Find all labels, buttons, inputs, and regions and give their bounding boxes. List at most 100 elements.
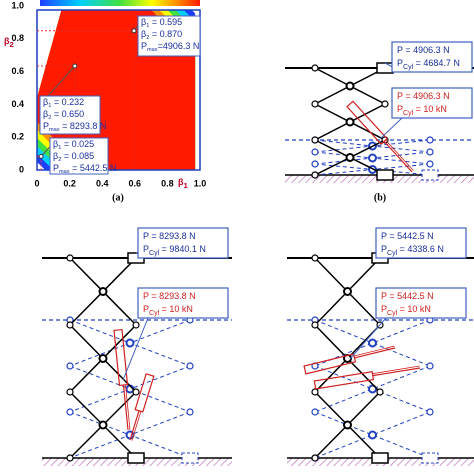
pointer xyxy=(122,317,149,381)
subscript: Cyl xyxy=(387,310,398,317)
subscript: 2 xyxy=(48,115,51,121)
pointer xyxy=(47,65,76,97)
cylinder-rod xyxy=(125,384,131,430)
label-line: PCyl = 4338.6 N xyxy=(381,244,444,256)
cylinder xyxy=(303,345,396,375)
slider xyxy=(421,169,439,181)
plot-frame xyxy=(36,9,201,171)
cylinder-body xyxy=(313,371,375,390)
joint xyxy=(311,136,319,144)
joint xyxy=(125,338,135,348)
cylinder-rod xyxy=(385,139,414,171)
symbol: P xyxy=(141,41,147,51)
value: = 10 kN xyxy=(413,104,447,114)
label-line: β2 = 0.085 xyxy=(53,151,94,163)
label-line: PCyl = 10 kN xyxy=(397,104,447,116)
subscript: 2 xyxy=(146,35,149,41)
symbol: β xyxy=(178,177,184,187)
joint xyxy=(368,430,377,440)
symbol: P xyxy=(397,91,403,101)
joint xyxy=(381,100,389,108)
value: = 5442.5 N xyxy=(387,291,434,301)
joint xyxy=(311,171,319,179)
symbol: P xyxy=(397,58,403,68)
joint xyxy=(311,388,319,396)
label-line: β1 xyxy=(178,177,189,190)
joint xyxy=(66,254,74,262)
y-tick-label: 0.6 xyxy=(11,66,24,76)
cylinder-rod xyxy=(122,384,129,431)
label-line: β1 = 0.595 xyxy=(141,17,182,29)
colorbar xyxy=(40,0,200,6)
symbol: P xyxy=(143,291,149,301)
pointer xyxy=(349,317,387,360)
label-line: β1 = 0.232 xyxy=(43,97,84,109)
value: = 10 kN xyxy=(397,304,431,314)
annotation-box xyxy=(137,15,201,57)
joint xyxy=(345,117,355,127)
joint xyxy=(343,287,352,296)
label-line: PCyl = 10 kN xyxy=(143,304,193,316)
joint xyxy=(345,153,355,162)
slider xyxy=(181,452,199,464)
joint xyxy=(368,384,377,394)
subscript: max xyxy=(59,169,70,175)
callout-box xyxy=(375,227,467,259)
value: = 4338.6 N xyxy=(397,244,444,254)
label-line: P = 4906.3 N xyxy=(397,91,450,101)
cylinder-rod xyxy=(353,345,395,357)
symbol: β xyxy=(141,17,146,27)
y-tick-label: 0.4 xyxy=(11,99,24,109)
label-line: PCyl = 9840.1 N xyxy=(143,244,206,256)
cylinder-rod xyxy=(383,140,413,173)
x-tick-label: 0.8 xyxy=(161,178,174,188)
x-tick-label: 1.0 xyxy=(194,178,207,188)
joint xyxy=(311,454,319,462)
subscript: 1 xyxy=(146,23,149,29)
subscript: 1 xyxy=(48,103,51,109)
symbol: P xyxy=(143,231,149,241)
value: = 8293.8 N xyxy=(149,231,196,241)
value: = 0.595 xyxy=(149,17,182,27)
symbol: P xyxy=(381,244,387,254)
x-tick-label: 0 xyxy=(34,178,39,188)
value: = 10 kN xyxy=(159,304,193,314)
point xyxy=(72,63,78,69)
joint xyxy=(311,148,319,156)
symbol: β xyxy=(53,151,58,161)
callout-box xyxy=(391,87,473,119)
joint xyxy=(311,100,319,108)
callout-box xyxy=(137,227,229,259)
joint xyxy=(368,338,377,348)
joint xyxy=(343,420,352,430)
label-line: P = 8293.8 N xyxy=(143,291,196,301)
caption-b: (b) xyxy=(374,192,386,203)
cylinder-rod xyxy=(354,347,396,359)
joint xyxy=(98,354,108,363)
subscript: 2 xyxy=(10,40,14,49)
joint xyxy=(426,408,434,416)
symbol: β xyxy=(53,139,58,149)
annotation-box xyxy=(39,95,101,135)
subscript: Cyl xyxy=(387,250,398,257)
joint xyxy=(98,420,108,430)
symbol: P xyxy=(143,304,149,314)
symbol: β xyxy=(141,29,146,39)
joint xyxy=(98,287,108,296)
symbol: β xyxy=(4,36,10,46)
cylinder-rod xyxy=(372,367,421,377)
callout-box xyxy=(137,287,229,319)
joint xyxy=(368,153,377,163)
value: = 0.650 xyxy=(51,109,84,119)
label-line: P = 8293.8 N xyxy=(143,231,196,241)
symbol: P xyxy=(381,304,387,314)
value: = 8293.8 N xyxy=(60,121,107,131)
annotation-box xyxy=(49,137,109,175)
joint xyxy=(186,362,194,370)
label-line: β2 = 0.650 xyxy=(43,109,84,121)
value: = 0.085 xyxy=(61,151,94,161)
slider xyxy=(371,452,389,464)
joint xyxy=(311,408,319,416)
label-line: Pmax = 8293.8 N xyxy=(43,121,106,133)
